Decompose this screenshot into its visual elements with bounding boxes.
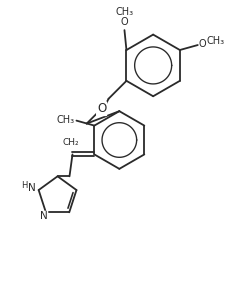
Text: O: O <box>97 102 106 115</box>
Text: H: H <box>22 181 28 190</box>
Text: CH₂: CH₂ <box>62 138 79 147</box>
Text: O: O <box>121 17 128 27</box>
Text: CH₃: CH₃ <box>115 7 134 17</box>
Text: N: N <box>40 211 48 221</box>
Text: CH₃: CH₃ <box>207 36 225 46</box>
Text: N: N <box>28 183 35 193</box>
Text: CH₃: CH₃ <box>56 115 74 125</box>
Text: O: O <box>199 39 206 49</box>
